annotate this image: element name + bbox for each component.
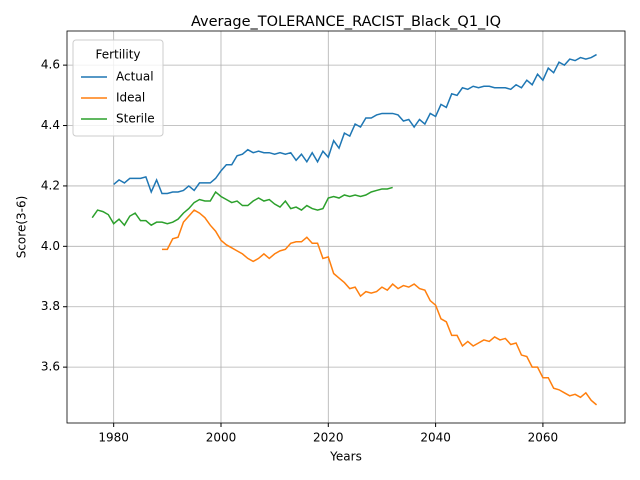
data-line [113,53,597,195]
y-tick-label: 3.8 [41,299,60,313]
y-tick-label: 3.6 [41,360,60,374]
x-tick-label: 2040 [420,431,451,445]
y-tick-label: 4.2 [41,178,60,192]
data-line [161,209,598,406]
legend-label: Sterile [116,112,155,126]
data-line [91,186,393,227]
legend-label: Actual [116,70,154,84]
y-tick-label: 4.4 [41,118,60,132]
x-tick-label: 1980 [98,431,129,445]
x-axis-label: Years [329,450,362,464]
legend-box [72,39,164,137]
x-tick-label: 2020 [313,431,344,445]
x-tick-label: 2060 [528,431,559,445]
legend-title: Fertility [95,48,140,62]
y-axis-label: Score(3-6) [15,196,29,259]
y-tick-label: 4.0 [41,239,60,253]
plot-frame [66,30,626,424]
legend-label: Ideal [116,91,145,105]
y-tick-label: 4.6 [41,58,60,72]
chart-title: Average_TOLERANCE_RACIST_Black_Q1_IQ [191,14,501,30]
x-tick-label: 2000 [206,431,237,445]
